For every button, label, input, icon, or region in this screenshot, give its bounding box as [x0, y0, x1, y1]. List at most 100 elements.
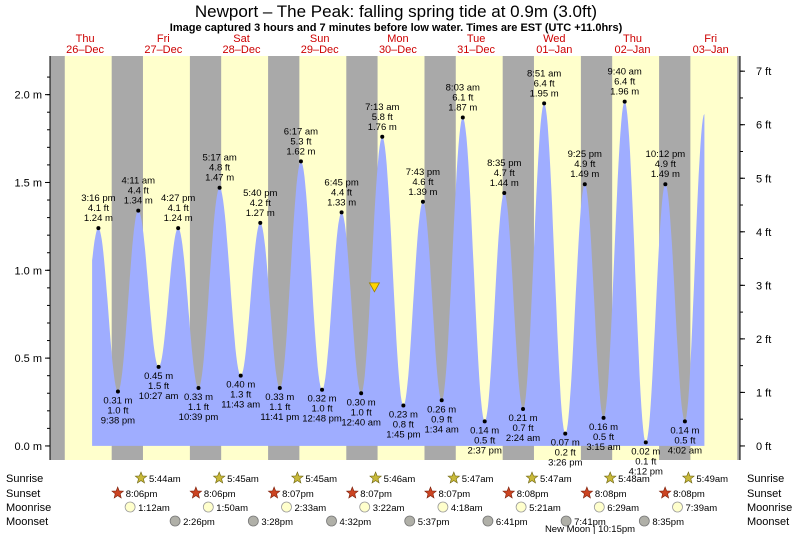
right-tick-label: 5 ft: [756, 173, 771, 185]
tide-time-label: 11:43 am: [221, 400, 260, 411]
moonset-icon: [169, 515, 181, 527]
tide-height-ft-label: 1.3 ft: [230, 390, 251, 401]
tide-height-ft-label: 1.0 ft: [107, 405, 128, 416]
tide-point: [663, 182, 668, 187]
day-name: Mon: [387, 33, 408, 45]
tide-time-label: 12:40 am: [341, 417, 381, 428]
day-name: Fri: [704, 33, 717, 45]
tide-time-label: 9:40 am: [608, 67, 642, 78]
sunset-time: 8:07pm: [360, 489, 392, 500]
tide-height-m-label: 0.40 m: [226, 380, 255, 391]
tide-height-m-label: 0.32 m: [308, 394, 337, 405]
tide-point: [439, 398, 444, 403]
sunset-time: 8:08pm: [517, 489, 549, 500]
tide-height-ft-label: 4.4 ft: [128, 186, 149, 197]
sunrise-time: 5:49am: [696, 474, 728, 485]
tide-time-label: 7:13 am: [365, 102, 399, 113]
astro-rows: Sunrise Sunrise Sunset Sunset Moonrise Moonri…: [6, 471, 792, 528]
moon-phase-note: New Moon | 10:15pm: [545, 524, 635, 535]
tide-height-ft-label: 4.1 ft: [168, 203, 189, 214]
tide-time-label: 4:02 am: [668, 445, 702, 456]
tide-time-label: 9:38 pm: [101, 415, 135, 426]
day-name: Tue: [467, 33, 486, 45]
sunset-icon: [345, 486, 359, 499]
moonset-time: 4:32pm: [340, 517, 372, 528]
left-tick-label: 1.0 m: [14, 265, 42, 277]
tide-height-ft-label: 0.5 ft: [593, 432, 614, 443]
tide-point: [359, 391, 364, 396]
tide-time-label: 1:45 pm: [386, 430, 420, 441]
day-header-group: Thu26–DecFri27–DecSat28–DecSun29–DecMon3…: [66, 33, 729, 56]
moonrise-icon: [593, 501, 605, 513]
day-date: 01–Jan: [536, 44, 572, 56]
moonset-time: 7:41pm: [574, 517, 606, 528]
moonset-time: 5:37pm: [418, 517, 450, 528]
moonrise-icon: [124, 501, 136, 513]
tide-time-label: 9:25 pm: [568, 149, 602, 160]
tide-height-ft-label: 0.5 ft: [674, 435, 695, 446]
tide-point: [298, 159, 303, 164]
tide-time-label: 3:15 am: [586, 442, 620, 453]
tide-height-m-label: 1.27 m: [246, 208, 275, 219]
current-level-marker: [368, 282, 381, 293]
tide-time-label: 4:12 pm: [629, 466, 663, 477]
tide-time-label: 10:12 pm: [646, 149, 686, 160]
tide-height-ft-label: 4.6 ft: [412, 177, 433, 188]
tide-area: [92, 101, 705, 446]
tide-time-label: 3:16 pm: [81, 193, 115, 204]
moonrise-icon: [672, 501, 683, 513]
sunrise-icon: [369, 471, 383, 484]
moonset-time: 8:35pm: [652, 517, 684, 528]
tide-height-m-label: 0.23 m: [389, 410, 418, 421]
left-tick-label: 1.5 m: [14, 177, 42, 189]
sunset-time: 8:07pm: [438, 489, 470, 500]
tide-point: [542, 101, 547, 106]
moonrise-time: 7:39am: [686, 503, 718, 514]
tide-time-label: 7:43 pm: [406, 167, 440, 178]
tide-height-m-label: 0.14 m: [470, 425, 499, 436]
day-date: 31–Dec: [457, 44, 495, 56]
tide-point: [420, 199, 425, 204]
tide-height-m-label: 0.33 m: [265, 392, 294, 403]
moonrise-icon: [437, 501, 449, 513]
tide-point: [320, 387, 325, 392]
moonset-time: 2:26pm: [183, 517, 215, 528]
tide-point: [582, 182, 587, 187]
tide-height-ft-label: 0.5 ft: [474, 435, 495, 446]
tide-height-ft-label: 4.2 ft: [250, 198, 271, 209]
right-tick-label: 0 ft: [756, 441, 771, 453]
tide-height-m-label: 1.62 m: [286, 146, 315, 157]
tide-time-label: 5:17 am: [202, 153, 236, 164]
tide-height-m-label: 1.87 m: [448, 102, 477, 113]
moonrise-time: 1:50am: [216, 503, 248, 514]
tide-point: [136, 208, 141, 213]
moonrise-icon: [515, 501, 527, 513]
tide-height-ft-label: 1.1 ft: [269, 402, 290, 413]
tide-height-ft-label: 0.1 ft: [635, 456, 656, 467]
tide-point: [196, 385, 201, 390]
right-tick-label: 4 ft: [756, 227, 771, 239]
left-tick-label: 0.0 m: [14, 441, 42, 453]
tide-point: [521, 407, 526, 412]
sunrise-time: 5:47am: [540, 474, 572, 485]
sunrise-icon: [212, 471, 226, 484]
tide-point: [482, 419, 487, 424]
moonrise-icon: [359, 501, 371, 513]
sunset-icon: [658, 486, 672, 499]
sunrise-icon: [447, 471, 461, 484]
tide-height-m-label: 0.45 m: [144, 371, 173, 382]
tide-point: [601, 415, 606, 420]
row-label-left: Sunset: [6, 488, 40, 500]
tide-height-m-label: 1.49 m: [651, 169, 680, 180]
right-tick-label: 1 ft: [756, 387, 771, 399]
sunrise-time: 5:45am: [305, 474, 337, 485]
tide-time-label: 8:03 am: [446, 82, 480, 93]
moonset-icon: [638, 515, 650, 527]
right-tick-label: 2 ft: [756, 334, 771, 346]
tide-height-ft-label: 4.9 ft: [574, 159, 595, 170]
tide-height-ft-label: 4.8 ft: [209, 163, 230, 174]
right-tick-label: 3 ft: [756, 280, 771, 292]
sunrise-icon: [681, 471, 695, 484]
tide-time-label: 8:35 pm: [487, 158, 521, 169]
tide-point: [217, 185, 222, 190]
